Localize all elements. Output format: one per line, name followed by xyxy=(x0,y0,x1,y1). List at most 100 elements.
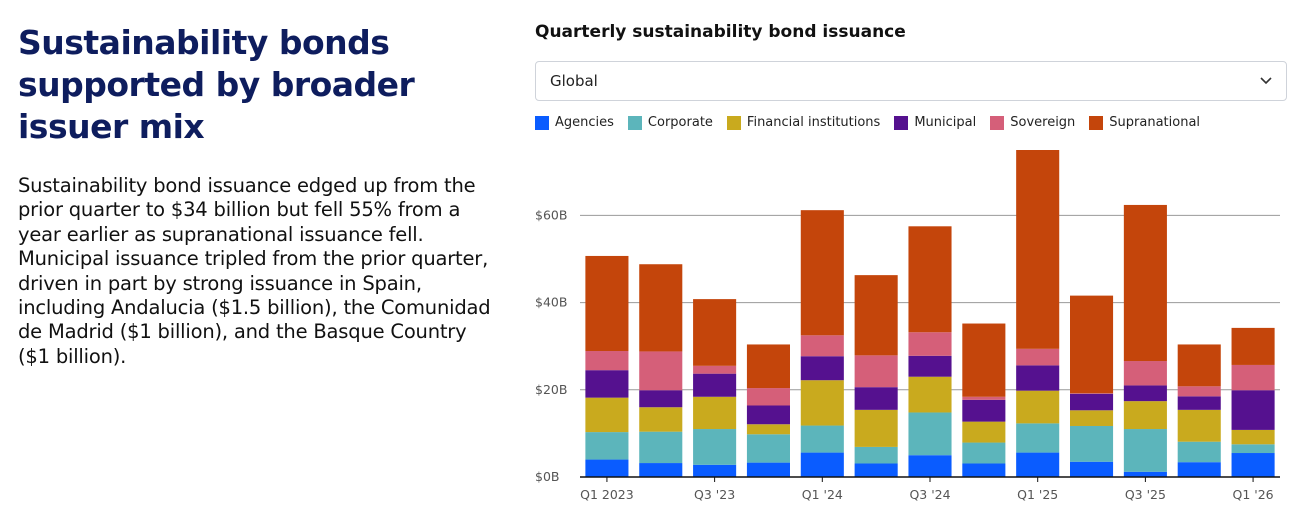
bar-segment-corporate[interactable] xyxy=(1177,441,1221,463)
region-select[interactable]: Global xyxy=(535,61,1287,101)
bar-segment-corporate[interactable] xyxy=(639,431,683,464)
bar-segment-sovereign[interactable] xyxy=(639,351,683,391)
bar-segment-municipal[interactable] xyxy=(746,405,790,425)
bar-segment-corporate[interactable] xyxy=(1016,423,1060,453)
bar-segment-supranational[interactable] xyxy=(1177,344,1221,387)
bar-segment-supranational[interactable] xyxy=(908,226,952,333)
bar-segment-municipal[interactable] xyxy=(639,390,683,408)
bar-segment-sovereign[interactable] xyxy=(908,332,952,356)
bar-segment-agencies[interactable] xyxy=(962,463,1006,477)
bar-segment-supranational[interactable] xyxy=(1070,295,1114,394)
bar-segment-sovereign[interactable] xyxy=(1123,361,1167,386)
bar-segment-sovereign[interactable] xyxy=(800,335,844,357)
bar-segment-agencies[interactable] xyxy=(1123,471,1167,477)
bar-segment-corporate[interactable] xyxy=(800,425,844,453)
bar-segment-financial-institutions[interactable] xyxy=(746,424,790,435)
bar-segment-sovereign[interactable] xyxy=(854,355,898,388)
bar-segment-municipal[interactable] xyxy=(585,370,629,398)
bar-segment-corporate[interactable] xyxy=(585,432,629,460)
bar-segment-agencies[interactable] xyxy=(585,459,629,477)
chart-title: Quarterly sustainability bond issuance xyxy=(535,22,906,42)
bar-segment-municipal[interactable] xyxy=(1231,390,1275,430)
y-tick-label: $60B xyxy=(535,207,567,222)
bar-segment-corporate[interactable] xyxy=(1123,429,1167,472)
bar-segment-agencies[interactable] xyxy=(800,452,844,477)
y-tick-label: $20B xyxy=(535,382,567,397)
bar-segment-sovereign[interactable] xyxy=(1231,364,1275,391)
bar-segment-agencies[interactable] xyxy=(1016,452,1060,477)
bar-segment-supranational[interactable] xyxy=(746,344,790,389)
bar-segment-supranational[interactable] xyxy=(854,275,898,356)
bar-segment-financial-institutions[interactable] xyxy=(908,376,952,413)
bar-segment-financial-institutions[interactable] xyxy=(1016,390,1060,424)
bar-segment-supranational[interactable] xyxy=(693,299,737,366)
bar-segment-municipal[interactable] xyxy=(1123,385,1167,402)
bar-segment-municipal[interactable] xyxy=(854,387,898,410)
bar-segment-agencies[interactable] xyxy=(693,464,737,477)
bar-segment-sovereign[interactable] xyxy=(693,365,737,374)
bar-segment-corporate[interactable] xyxy=(854,446,898,464)
bar-segment-corporate[interactable] xyxy=(1231,444,1275,454)
legend-item-sovereign[interactable]: Sovereign xyxy=(990,115,1075,130)
bar-segment-supranational[interactable] xyxy=(1231,327,1275,365)
bar-segment-municipal[interactable] xyxy=(1177,396,1221,410)
bar-segment-corporate[interactable] xyxy=(1070,425,1114,462)
y-tick-label: $0B xyxy=(535,469,559,484)
bar-segment-municipal[interactable] xyxy=(962,399,1006,422)
bar-segment-financial-institutions[interactable] xyxy=(1177,409,1221,442)
bar-segment-supranational[interactable] xyxy=(1016,150,1060,349)
bar-segment-corporate[interactable] xyxy=(693,429,737,465)
bar-segment-financial-institutions[interactable] xyxy=(693,396,737,430)
bar-segment-financial-institutions[interactable] xyxy=(1231,429,1275,445)
legend-label: Financial institutions xyxy=(746,115,881,130)
bar-segment-municipal[interactable] xyxy=(908,355,952,377)
legend-item-agencies[interactable]: Agencies xyxy=(535,115,614,130)
bar-segment-agencies[interactable] xyxy=(1231,453,1275,477)
bar-segment-agencies[interactable] xyxy=(1070,461,1114,477)
bar-segment-sovereign[interactable] xyxy=(1177,386,1221,397)
bar-segment-municipal[interactable] xyxy=(1070,393,1114,411)
bar-segment-municipal[interactable] xyxy=(1016,365,1060,391)
region-select-value: Global xyxy=(550,72,598,90)
x-tick-label: Q1 '24 xyxy=(802,487,843,502)
bar-segment-agencies[interactable] xyxy=(1177,462,1221,477)
legend-swatch xyxy=(726,115,741,130)
bar-segment-supranational[interactable] xyxy=(962,323,1006,397)
bar-segment-agencies[interactable] xyxy=(639,463,683,477)
bar-segment-agencies[interactable] xyxy=(854,463,898,477)
legend-swatch xyxy=(627,115,642,130)
legend-item-municipal[interactable]: Municipal xyxy=(894,115,976,130)
legend-item-financial-institutions[interactable]: Financial institutions xyxy=(726,115,881,130)
bar-segment-financial-institutions[interactable] xyxy=(1070,410,1114,426)
bar-segment-sovereign[interactable] xyxy=(585,350,629,371)
bar-segment-supranational[interactable] xyxy=(1123,204,1167,362)
chart-legend: Agencies Corporate Financial institutions M… xyxy=(535,115,1287,130)
bar-segment-corporate[interactable] xyxy=(746,434,790,463)
bar-segment-municipal[interactable] xyxy=(800,356,844,381)
bar-segment-financial-institutions[interactable] xyxy=(800,380,844,426)
bar-segment-municipal[interactable] xyxy=(693,373,737,397)
legend-item-supranational[interactable]: Supranational xyxy=(1089,115,1200,130)
bar-segment-corporate[interactable] xyxy=(908,412,952,456)
bar-segment-financial-institutions[interactable] xyxy=(962,421,1006,443)
article-panel: Sustainability bonds supported by broade… xyxy=(18,22,498,369)
bar-segment-sovereign[interactable] xyxy=(746,388,790,406)
bar-segment-agencies[interactable] xyxy=(908,455,952,477)
legend-swatch xyxy=(990,115,1005,130)
bar-segment-corporate[interactable] xyxy=(962,442,1006,464)
legend-item-corporate[interactable]: Corporate xyxy=(627,115,713,130)
bar-segment-sovereign[interactable] xyxy=(1016,348,1060,366)
bar-segment-financial-institutions[interactable] xyxy=(854,409,898,447)
bar-segment-financial-institutions[interactable] xyxy=(639,407,683,432)
x-tick-label: Q1 '25 xyxy=(1017,487,1058,502)
bar-segment-financial-institutions[interactable] xyxy=(585,397,629,433)
bar-segment-financial-institutions[interactable] xyxy=(1123,401,1167,430)
bar-segment-supranational[interactable] xyxy=(800,210,844,336)
legend-label: Corporate xyxy=(647,115,713,130)
bar-segment-supranational[interactable] xyxy=(639,264,683,352)
bar-segment-sovereign[interactable] xyxy=(962,396,1006,400)
bar-segment-agencies[interactable] xyxy=(746,462,790,477)
x-tick-label: Q3 '25 xyxy=(1125,487,1166,502)
x-tick-label: Q3 '24 xyxy=(909,487,950,502)
bar-segment-supranational[interactable] xyxy=(585,255,629,351)
